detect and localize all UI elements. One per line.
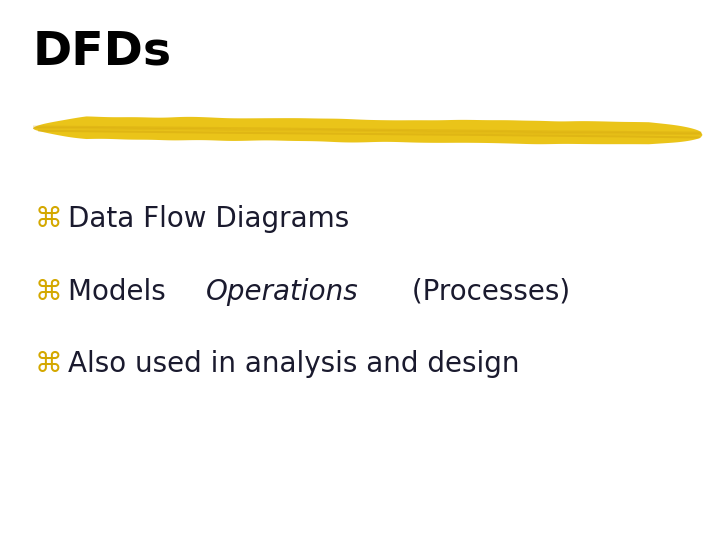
- Text: Also used in analysis and design: Also used in analysis and design: [68, 350, 520, 379]
- Text: ⌘: ⌘: [35, 350, 63, 379]
- Text: Operations: Operations: [206, 278, 359, 306]
- Text: ⌘: ⌘: [35, 278, 63, 306]
- Text: ⌘: ⌘: [35, 205, 63, 233]
- Text: Data Flow Diagrams: Data Flow Diagrams: [68, 205, 350, 233]
- Text: (Processes): (Processes): [403, 278, 570, 306]
- Text: Models: Models: [68, 278, 175, 306]
- Text: DFDs: DFDs: [32, 30, 171, 75]
